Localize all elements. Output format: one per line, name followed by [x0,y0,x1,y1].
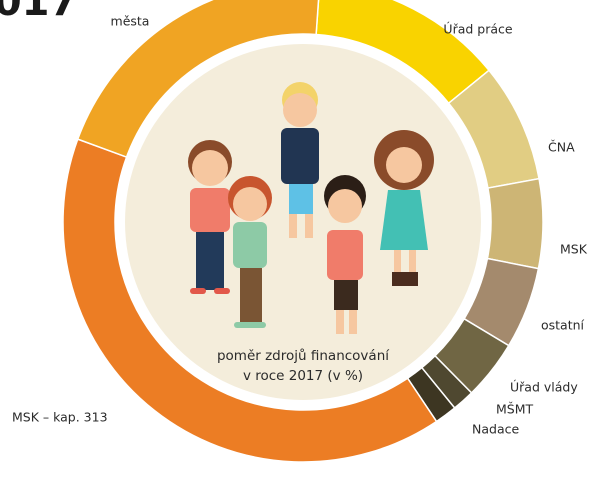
segment-label: MSK [560,242,588,257]
center-text: poměr zdrojů financování [217,348,390,364]
segment-label: MSK – kap. 313 [12,410,108,425]
segment-label: Úřad vlády [510,380,578,395]
chart: 2017 poměr zd [0,0,590,480]
segment-label: MŠMT [496,402,534,417]
center-text: v roce 2017 (v %) [243,368,363,384]
segment-label: ostatní [541,318,585,333]
segment-label: Nadace [472,422,519,437]
chart-title: 2017 [0,0,77,25]
segment-label: ČNA [548,140,575,155]
segment-label: Úřad práce [443,22,512,37]
donut-segment [487,179,543,269]
segment-label: města [111,14,150,29]
